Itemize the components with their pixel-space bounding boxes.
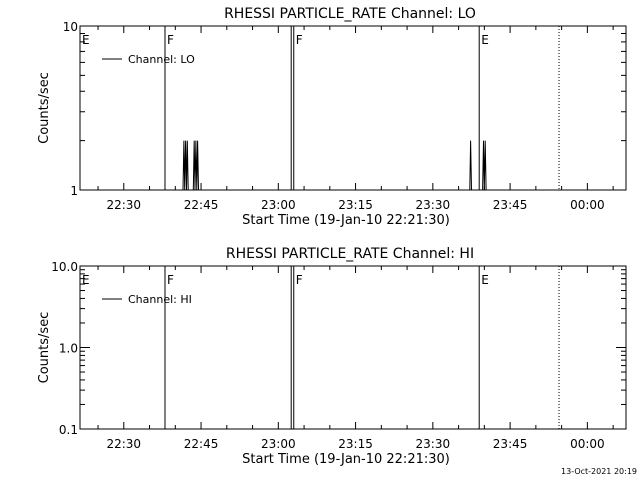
panel-lo: RHESSI PARTICLE_RATE Channel: LO Start T…	[37, 6, 627, 228]
x-tick-label: 00:00	[570, 437, 605, 451]
y-tick-label: 1.0	[59, 342, 78, 356]
legend-label: Channel: LO	[128, 53, 195, 66]
timestamp: 13-Oct-2021 20:19	[561, 467, 637, 476]
x-tick-label: 23:30	[416, 437, 451, 451]
y-tick-label: 0.1	[59, 423, 78, 437]
x-tick-label: 22:30	[106, 437, 141, 451]
x-tick-label: 23:15	[338, 437, 373, 451]
event-marker-label: F	[167, 33, 174, 47]
event-marker-label: E	[481, 33, 489, 47]
y-axis-label: Counts/sec	[37, 72, 52, 144]
x-tick-label: 00:00	[570, 198, 605, 212]
event-marker-label: E	[82, 273, 90, 287]
legend-label: Channel: HI	[128, 293, 192, 306]
x-axis-label: Start Time (19-Jan-10 22:21:30)	[242, 213, 450, 228]
x-tick-label: 23:00	[261, 198, 296, 212]
y-tick-label: 10	[63, 20, 78, 34]
plot-area: 22:30 22:45 23:00 23:15 23:30 23:45 00:00 0.1 1.…	[51, 260, 627, 451]
y-tick-label: 1	[70, 184, 78, 198]
x-tick-label: 23:45	[493, 198, 528, 212]
plot-frame	[79, 265, 627, 430]
x-tick-label: 23:30	[416, 198, 451, 212]
chart-title: RHESSI PARTICLE_RATE Channel: LO	[224, 6, 476, 22]
chart-title: RHESSI PARTICLE_RATE Channel: HI	[226, 246, 474, 262]
x-tick-label: 22:30	[106, 198, 141, 212]
x-tick-label: 23:00	[261, 437, 296, 451]
x-tick-label: 22:45	[184, 437, 219, 451]
panel-hi: RHESSI PARTICLE_RATE Channel: HI Start T…	[37, 246, 627, 467]
x-tick-label: 22:45	[184, 198, 219, 212]
event-marker-label: E	[82, 33, 90, 47]
event-marker-label: F	[296, 273, 303, 287]
event-marker-label: F	[296, 33, 303, 47]
y-tick-label: 10.0	[51, 260, 78, 274]
x-tick-label: 23:15	[338, 198, 373, 212]
y-axis-label: Counts/sec	[37, 312, 52, 384]
plot-frame	[79, 25, 627, 191]
event-marker-label: E	[481, 273, 489, 287]
series-line	[182, 140, 487, 191]
x-axis-label: Start Time (19-Jan-10 22:21:30)	[242, 452, 450, 467]
plot-area: 22:30 22:45 23:00 23:15 23:30 23:45 00:00 1 10 E F…	[63, 20, 627, 212]
event-marker-label: F	[167, 273, 174, 287]
x-tick-label: 23:45	[493, 437, 528, 451]
